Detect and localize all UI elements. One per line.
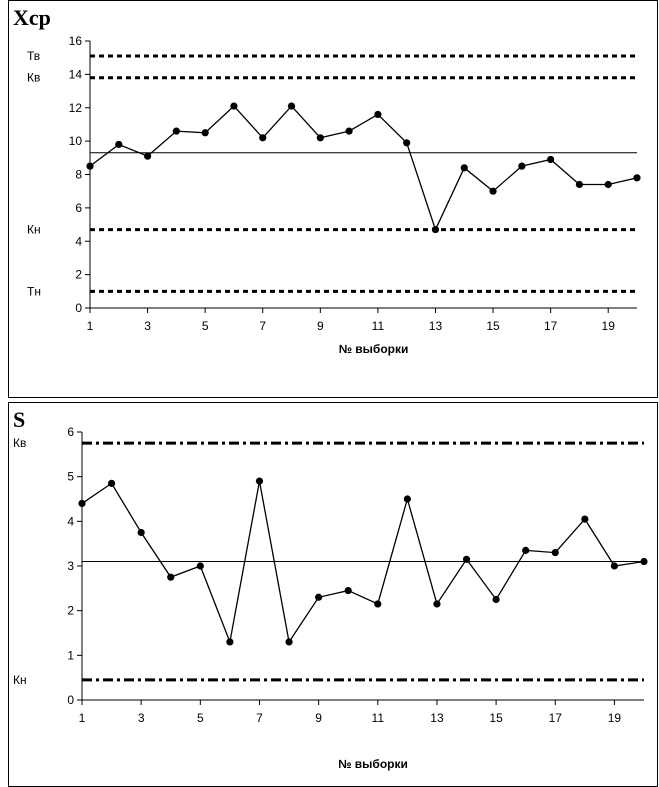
x-tick-label: 11 [372, 319, 385, 333]
data-point [315, 593, 323, 601]
x-tick-label: 3 [144, 319, 151, 333]
series-line [81, 481, 645, 645]
data-point [196, 562, 204, 570]
control-line-label: Кв [27, 71, 40, 85]
x-tick-label: 9 [315, 711, 322, 725]
data-point [230, 102, 238, 110]
y-tick-label: 8 [75, 168, 82, 182]
data-point [640, 557, 648, 566]
x-tick-label: 7 [256, 711, 263, 725]
data-point [610, 562, 619, 570]
x-tick-label: 13 [429, 319, 443, 333]
data-point [374, 600, 382, 608]
x-tick-label: 1 [87, 319, 94, 333]
y-tick-label: 4 [67, 514, 74, 528]
data-point [433, 600, 441, 608]
y-tick-label: 16 [69, 34, 83, 48]
data-point [492, 595, 500, 604]
x-tick-label: 5 [197, 711, 204, 725]
xbar-chart-title: Xср [13, 5, 51, 30]
x-tick-label: 19 [602, 319, 616, 333]
y-tick-label: 6 [75, 201, 82, 215]
x-tick-label: 13 [430, 711, 444, 725]
data-point [143, 152, 152, 160]
control-line-label: Кн [13, 673, 27, 687]
y-tick-label: 2 [75, 268, 82, 282]
data-point [86, 162, 94, 170]
data-point [374, 110, 382, 119]
x-tick-label: 5 [202, 319, 209, 333]
data-point [345, 127, 353, 135]
y-tick-label: 0 [67, 693, 74, 707]
xbar-chart-panel: Xср 0 2 4 6 8 10 12 14 16 1 3 5 7 9 11 13 15 17 19 № выборк… [8, 0, 658, 398]
y-tick-label: 10 [69, 134, 83, 148]
x-tick-label: 15 [486, 319, 500, 333]
y-tick-label: 14 [69, 67, 83, 81]
y-tick-label: 6 [67, 425, 74, 439]
x-tick-label: 15 [489, 711, 503, 725]
data-point [547, 155, 555, 164]
series-line [89, 105, 638, 232]
data-point [403, 495, 411, 503]
y-tick-label: 3 [67, 559, 74, 573]
x-tick-label: 17 [549, 711, 563, 725]
data-point [107, 479, 116, 487]
data-point [633, 174, 641, 182]
data-point [137, 528, 145, 537]
data-point [255, 477, 264, 485]
x-tick-label: 1 [79, 711, 86, 725]
data-point [287, 102, 296, 110]
data-point [462, 555, 471, 563]
y-tick-label: 5 [67, 470, 74, 484]
data-point [431, 225, 440, 234]
data-point [460, 164, 468, 172]
data-point [316, 134, 324, 142]
data-point [522, 546, 530, 554]
x-axis-label: № выборки [338, 757, 408, 771]
y-tick-label: 2 [67, 604, 74, 618]
data-point [604, 180, 612, 189]
data-point [201, 129, 209, 137]
data-point [226, 638, 234, 646]
data-point [172, 127, 180, 135]
data-point [551, 549, 559, 557]
x-tick-label: 19 [608, 711, 622, 725]
s-chart-panel: S 0 1 2 3 4 5 6 1 3 5 7 9 11 13 15 17 19 № выборки Кв Кн [8, 402, 658, 787]
data-point [259, 134, 267, 142]
x-axis-label: № выборки [339, 342, 409, 356]
y-tick-label: 1 [67, 648, 74, 662]
data-point [78, 499, 86, 508]
x-tick-label: 17 [544, 319, 558, 333]
x-tick-label: 7 [259, 319, 266, 333]
control-line-label: Тн [27, 284, 41, 298]
control-line-label: Тв [27, 49, 40, 63]
data-point [575, 180, 584, 189]
data-point [344, 586, 352, 595]
data-point [403, 139, 411, 147]
data-point [518, 162, 526, 170]
y-tick-label: 12 [69, 101, 83, 115]
data-point [581, 515, 589, 523]
s-chart-title: S [13, 407, 26, 432]
data-point [115, 140, 123, 149]
control-line-label: Кв [13, 436, 26, 450]
x-tick-label: 9 [317, 319, 324, 333]
data-point [167, 573, 175, 581]
control-line-label: Кн [27, 223, 41, 237]
x-tick-label: 3 [138, 711, 145, 725]
data-point [489, 187, 497, 195]
y-tick-label: 0 [75, 301, 82, 315]
data-point [285, 638, 293, 646]
y-tick-label: 4 [75, 234, 82, 248]
x-tick-label: 11 [372, 711, 385, 725]
